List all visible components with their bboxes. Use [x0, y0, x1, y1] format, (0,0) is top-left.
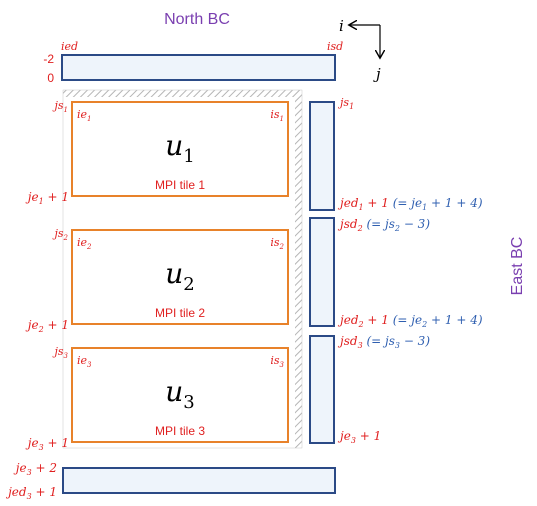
north-isd-label: isd [327, 40, 343, 53]
north-bc-box [61, 54, 336, 81]
north-bc-title: North BC [164, 11, 230, 28]
east-jsd2-label: jsd2 (= js2 − 3) [337, 217, 430, 233]
north-ied-label: ied [61, 40, 78, 53]
axis-indicator: i j [339, 17, 381, 83]
tiles-group: ie1 is1 js1 u1 MPI tile 1 je1 + 1 ie2 is2 js2 u2 M… [25, 99, 289, 452]
row-0-label: 0 [47, 71, 54, 85]
tile-ie-label: ie3 [77, 354, 92, 369]
east-bc-box-3 [309, 335, 335, 444]
east-js1-label: js1 [337, 96, 354, 111]
tile-variable: u2 [165, 257, 195, 295]
mpi-tile-2: ie2 is2 js2 u2 MPI tile 2 je2 + 1 [25, 227, 289, 334]
east-je3-label: je3 + 1 [337, 429, 381, 445]
east-jsd3-label: jsd3 (= js3 − 3) [337, 334, 430, 350]
east-jed1-label: jed1 + 1 (= je1 + 1 + 4) [337, 196, 483, 212]
south-bc-box [62, 467, 336, 494]
tile-variable: u3 [165, 375, 195, 413]
tile-border [71, 347, 289, 443]
south-jed3p1-label: jed3 + 1 [5, 485, 57, 501]
tile-is-label: is2 [270, 236, 284, 251]
tile-je-label: je3 + 1 [25, 436, 69, 452]
tile-je-label: je2 + 1 [25, 318, 69, 334]
tile-is-label: is3 [270, 354, 284, 369]
mpi-tile-3: ie3 is3 js3 u3 MPI tile 3 je3 + 1 [25, 345, 289, 452]
tile-label: MPI tile 2 [155, 306, 205, 320]
east-jed2-label: jed2 + 1 (= je2 + 1 + 4) [337, 313, 483, 329]
tile-border [71, 101, 289, 197]
tile-js-label: js1 [51, 99, 68, 114]
axis-j-label: j [373, 65, 381, 83]
tile-label: MPI tile 1 [155, 178, 205, 192]
east-bc-box-1 [309, 101, 335, 211]
tile-is-label: is1 [270, 108, 284, 123]
mpi-tile-1: ie1 is1 js1 u1 MPI tile 1 je1 + 1 [25, 99, 289, 206]
east-bc-title: East BC [509, 237, 526, 296]
tile-variable: u1 [165, 129, 195, 167]
tile-je-label: je1 + 1 [25, 190, 69, 206]
halo-region [62, 89, 303, 449]
tile-js-label: js2 [51, 227, 68, 242]
tile-js-label: js3 [51, 345, 68, 360]
tile-ie-label: ie1 [77, 108, 92, 123]
tile-border [71, 229, 289, 325]
tile-label: MPI tile 3 [155, 424, 205, 438]
tile-ie-label: ie2 [77, 236, 92, 251]
east-bc-box-2 [309, 217, 335, 327]
south-je3p2-label: je3 + 2 [13, 461, 57, 477]
axis-i-label: i [339, 17, 344, 35]
row-minus2-label: -2 [43, 52, 54, 66]
